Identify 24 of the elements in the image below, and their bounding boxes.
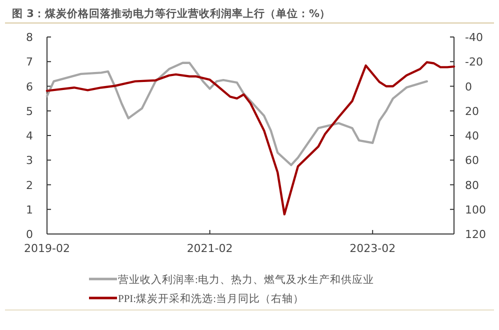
x-tick-label: 2021-02 — [186, 242, 233, 255]
y-tick-label: 1 — [26, 203, 33, 216]
y-tick-label: 7 — [26, 56, 33, 69]
y-tick-label: 0 — [26, 228, 33, 241]
y2-tick-label: 120 — [465, 228, 486, 241]
y-tick-label: 6 — [26, 80, 33, 94]
y-tick-label: 5 — [26, 104, 33, 118]
y2-tick-label: -40 — [465, 31, 483, 44]
x-tick-label: 2019-02 — [24, 242, 70, 255]
y2-tick-label: 0 — [465, 80, 472, 94]
legend-label: 营业收入利润率:电力、热力、燃气及水生产和供应业 — [118, 273, 374, 286]
title: 图 3：煤炭价格回落推动电力等行业营收利润率上行（单位：%） — [12, 8, 330, 20]
y2-tick-label: 100 — [465, 203, 486, 216]
y2-tick-label: 80 — [465, 178, 479, 192]
y-tick-label: 3 — [26, 154, 33, 168]
y2-tick-label: -20 — [465, 56, 483, 69]
y2-tick-label: 60 — [465, 154, 479, 168]
y-tick-label: 8 — [26, 31, 33, 44]
y-tick-label: 4 — [26, 130, 33, 142]
x-tick-label: 2023-02 — [350, 242, 396, 255]
y2-tick-label: 40 — [465, 130, 479, 142]
y-tick-label: 2 — [26, 178, 33, 192]
legend-label: PPI:煤炭开采和洗选:当月同比（右轴） — [118, 292, 304, 305]
y2-tick-label: 20 — [465, 104, 479, 118]
